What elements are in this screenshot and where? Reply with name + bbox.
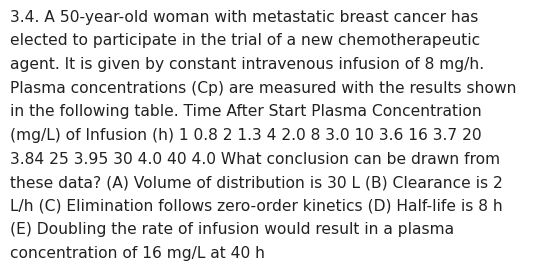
Text: these data? (A) Volume of distribution is 30 L (B) Clearance is 2: these data? (A) Volume of distribution i… [10, 175, 503, 190]
Text: elected to participate in the trial of a new chemotherapeutic: elected to participate in the trial of a… [10, 33, 480, 48]
Text: concentration of 16 mg/L at 40 h: concentration of 16 mg/L at 40 h [10, 246, 265, 261]
Text: (mg/L) of Infusion (h) 1 0.8 2 1.3 4 2.0 8 3.0 10 3.6 16 3.7 20: (mg/L) of Infusion (h) 1 0.8 2 1.3 4 2.0… [10, 128, 482, 143]
Text: L/h (C) Elimination follows zero-order kinetics (D) Half-life is 8 h: L/h (C) Elimination follows zero-order k… [10, 199, 503, 214]
Text: 3.84 25 3.95 30 4.0 40 4.0 What conclusion can be drawn from: 3.84 25 3.95 30 4.0 40 4.0 What conclusi… [10, 152, 500, 166]
Text: in the following table. Time After Start Plasma Concentration: in the following table. Time After Start… [10, 104, 482, 119]
Text: Plasma concentrations (Cp) are measured with the results shown: Plasma concentrations (Cp) are measured … [10, 81, 517, 95]
Text: agent. It is given by constant intravenous infusion of 8 mg/h.: agent. It is given by constant intraveno… [10, 57, 484, 72]
Text: (E) Doubling the rate of infusion would result in a plasma: (E) Doubling the rate of infusion would … [10, 222, 454, 237]
Text: 3.4. A 50-year-old woman with metastatic breast cancer has: 3.4. A 50-year-old woman with metastatic… [10, 10, 478, 24]
